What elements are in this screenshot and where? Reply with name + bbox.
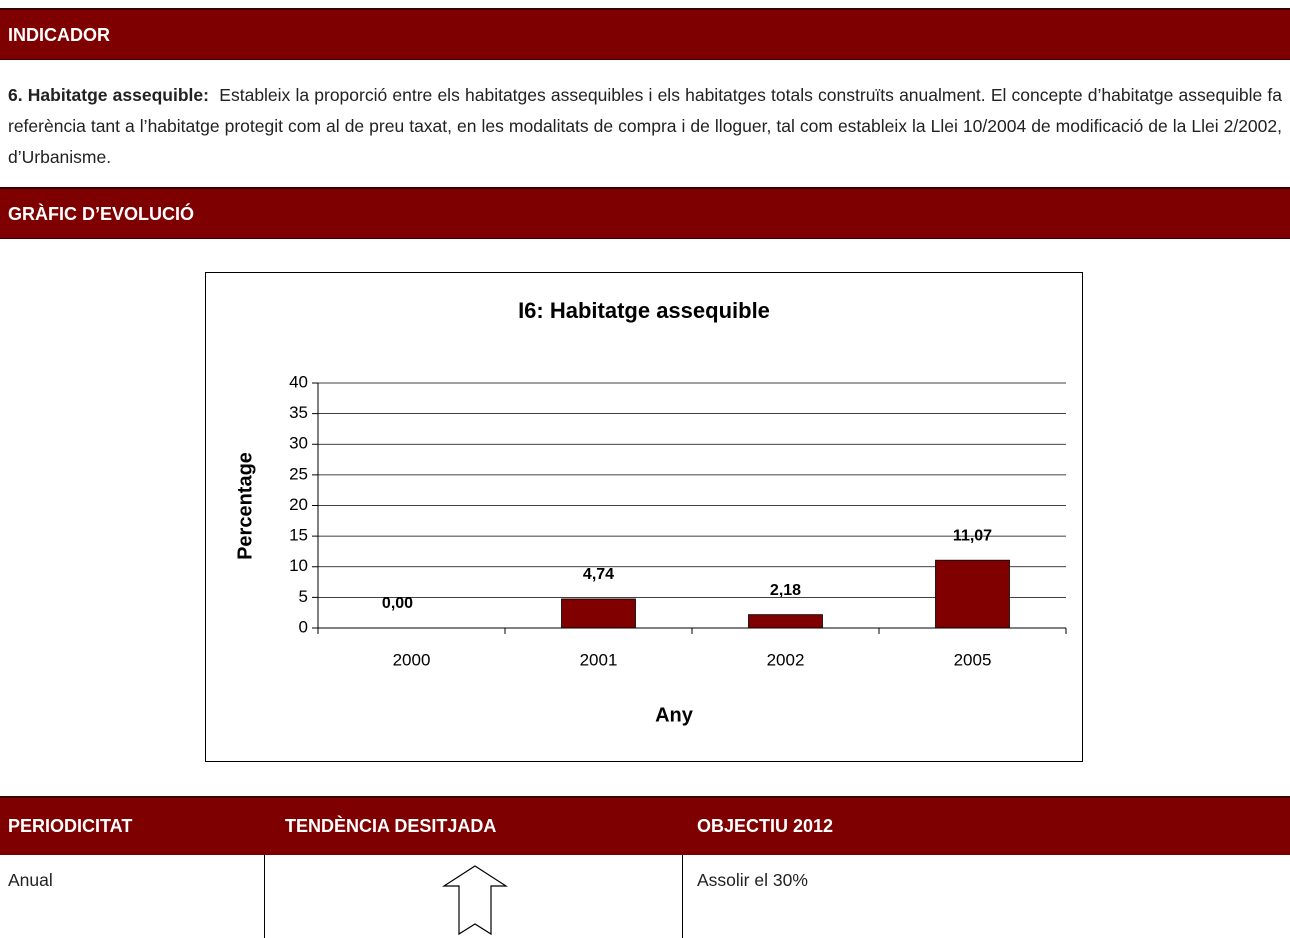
section-header: GRÀFIC D’EVOLUCIÓ (0, 187, 1290, 239)
value-label: 11,07 (953, 527, 992, 544)
table-header-cell: OBJECTIU 2012 (697, 816, 834, 836)
y-tick-label: 10 (289, 556, 308, 575)
x-axis-label: Any (655, 704, 694, 726)
y-tick-label: 20 (289, 495, 308, 514)
value-label: 2,18 (770, 582, 801, 599)
description-lead: 6. Habitatge assequible: (8, 85, 209, 105)
y-tick-label: 35 (289, 403, 308, 422)
chart-frame: I6: Habitatge assequible Any Percentage … (205, 272, 1083, 762)
y-tick-label: 40 (289, 372, 308, 391)
value-label: 4,74 (583, 566, 614, 583)
x-tick-label: 2001 (580, 650, 618, 669)
y-tick-label: 30 (289, 434, 308, 453)
description: 6. Habitatge assequible: Estableix la pr… (8, 80, 1282, 173)
value-label: 0,00 (382, 595, 413, 612)
section-header: INDICADOR (0, 8, 1290, 60)
table-border (264, 855, 265, 938)
x-tick-label: 2005 (954, 650, 992, 669)
table-cell: Anual (8, 870, 53, 890)
table-header-cell: TENDÈNCIA DESITJADA (285, 816, 497, 836)
y-tick-label: 5 (299, 587, 308, 606)
table-header: PERIODICITAT TENDÈNCIA DESITJADA OBJECTI… (0, 796, 1290, 855)
section-title: INDICADOR (8, 25, 110, 45)
y-tick-label: 25 (289, 464, 308, 483)
x-tick-label: 2002 (767, 650, 805, 669)
y-tick-label: 0 (299, 617, 308, 636)
table-border (682, 855, 683, 938)
table-header-cell: PERIODICITAT (8, 816, 133, 836)
y-axis-label: Percentage (234, 452, 256, 560)
y-tick-label: 15 (289, 526, 308, 545)
table-cell: Assolir el 30% (697, 870, 808, 890)
chart-title: I6: Habitatge assequible (518, 298, 770, 323)
bar (748, 614, 823, 629)
description-text: Estableix la proporció entre els habitat… (8, 85, 1282, 167)
section-title: GRÀFIC D’EVOLUCIÓ (8, 204, 195, 224)
bar (561, 598, 636, 629)
x-tick-label: 2000 (393, 650, 431, 669)
bar (935, 559, 1010, 629)
arrow-up (441, 865, 509, 936)
trend-arrow (441, 865, 509, 936)
chart: I6: Habitatge assequible Any Percentage … (234, 298, 1067, 726)
